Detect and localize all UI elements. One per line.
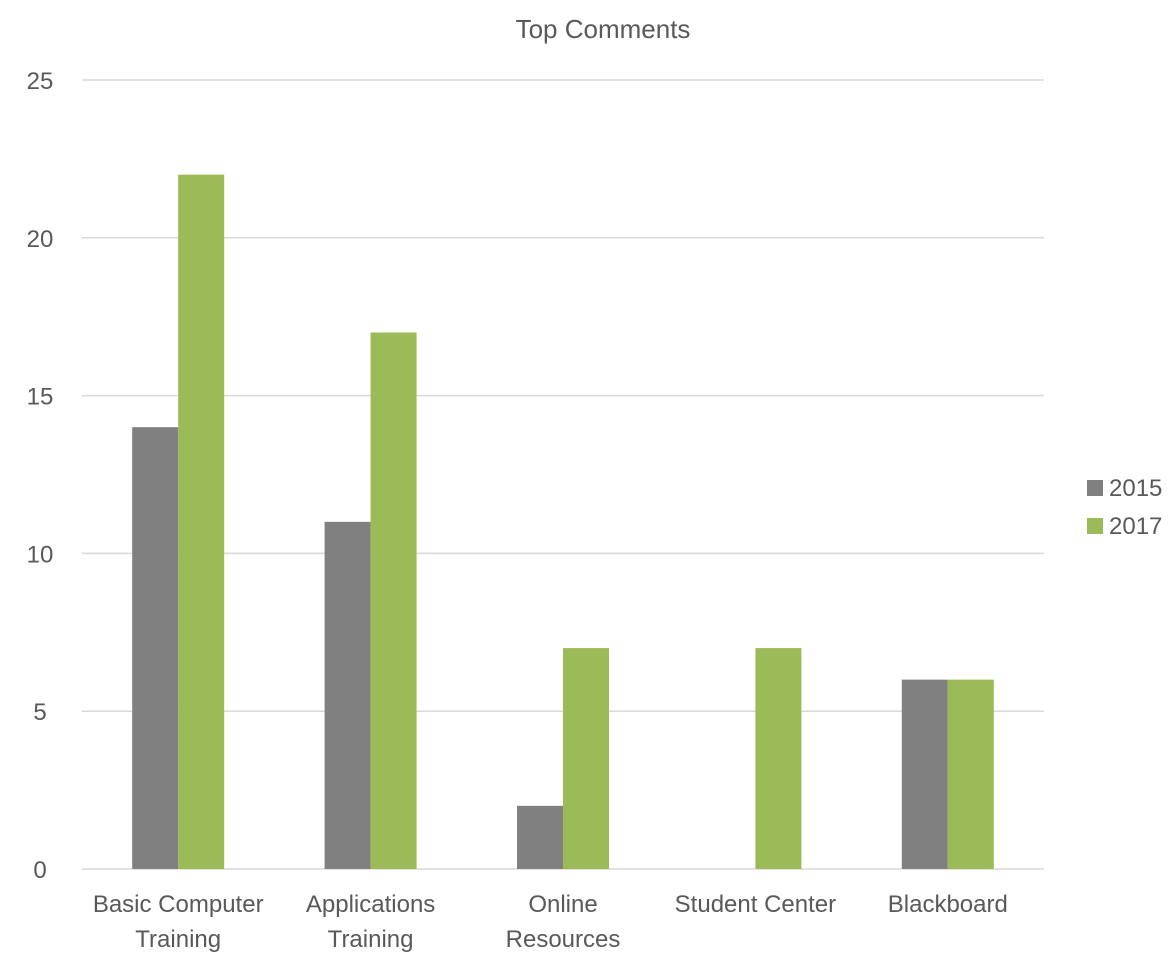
legend-label-2017: 2017	[1109, 513, 1162, 540]
x-category-label-line: Training	[328, 926, 414, 953]
y-tick-label: 20	[27, 226, 54, 253]
bar-2015-0	[132, 427, 179, 869]
y-tick-label: 15	[27, 384, 54, 411]
bars	[132, 174, 994, 870]
bar-2017-1	[370, 332, 417, 870]
y-tick-label: 5	[33, 699, 46, 726]
x-category-label-line: Student Center	[675, 891, 836, 918]
legend-label-2015: 2015	[1109, 475, 1162, 502]
bar-2015-1	[324, 521, 371, 869]
y-tick-label: 10	[27, 541, 54, 568]
legend: 2015 2017	[1087, 475, 1162, 540]
x-category-label: Applications Training	[306, 891, 435, 953]
bar-2017-0	[178, 174, 225, 869]
x-category-label-line: Applications	[306, 891, 435, 918]
chart-title: Top Comments	[516, 14, 691, 44]
x-category-label-line: Basic Computer	[93, 891, 264, 918]
x-category-label: Basic Computer Training	[93, 891, 264, 953]
legend-swatch-2015	[1087, 480, 1103, 496]
x-category-label-line: Training	[135, 926, 221, 953]
x-axis: Basic Computer Training Applications Traini…	[93, 891, 1008, 953]
bar-2017-4	[947, 679, 994, 869]
x-category-label: Student Center	[675, 891, 836, 918]
x-category-label: Online Resources	[506, 891, 621, 953]
y-axis-ticks: 0 5 10 15 20 25	[27, 68, 54, 884]
legend-swatch-2017	[1087, 518, 1103, 534]
y-tick-label: 25	[27, 68, 54, 95]
x-category-label-line: Blackboard	[888, 891, 1008, 918]
bar-2015-4	[901, 679, 948, 869]
bar-2015-2	[517, 805, 563, 869]
bar-2017-2	[563, 648, 609, 869]
y-tick-label: 0	[33, 857, 46, 884]
bar-2017-3	[755, 648, 802, 869]
x-category-label: Blackboard	[888, 891, 1008, 918]
gridlines	[82, 79, 1044, 870]
x-category-label-line: Resources	[506, 926, 621, 953]
x-category-label-line: Online	[528, 891, 597, 918]
